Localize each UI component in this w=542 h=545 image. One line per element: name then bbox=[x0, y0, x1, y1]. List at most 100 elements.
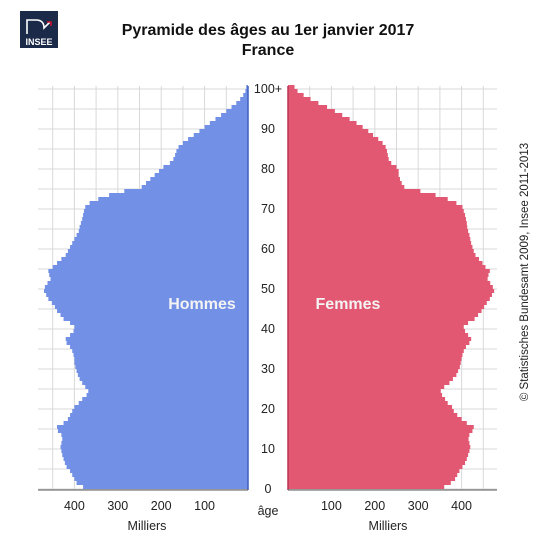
women-bar-age-38 bbox=[288, 333, 469, 337]
men-bar-age-18 bbox=[70, 413, 248, 417]
women-bar-age-14 bbox=[288, 429, 473, 433]
left-x-tick-label: 300 bbox=[107, 499, 128, 513]
left-x-tick-labels: 400 300 200 100 bbox=[64, 499, 215, 513]
women-bar-age-19 bbox=[288, 409, 454, 413]
chart-subtitle: France bbox=[242, 42, 295, 59]
men-bar-age-57 bbox=[61, 257, 248, 261]
women-bar-age-25 bbox=[288, 385, 445, 389]
men-bar-age-72 bbox=[98, 197, 249, 201]
women-bar-age-84 bbox=[288, 149, 387, 153]
insee-logo-mark bbox=[26, 19, 51, 34]
men-bar-age-29 bbox=[76, 369, 248, 373]
women-bar-age-66 bbox=[288, 221, 467, 225]
left-x-axis-label: Milliers bbox=[128, 519, 167, 533]
women-bar-age-56 bbox=[288, 261, 483, 265]
men-bar-age-46 bbox=[51, 301, 248, 305]
women-bar-age-44 bbox=[288, 309, 482, 313]
women-bar-age-23 bbox=[288, 393, 443, 397]
women-bar-age-24 bbox=[288, 389, 441, 393]
men-bar-age-14 bbox=[57, 429, 248, 433]
men-bar-age-50 bbox=[44, 285, 248, 289]
men-bar-age-83 bbox=[175, 153, 248, 157]
men-bar-age-31 bbox=[74, 361, 249, 365]
women-bar-age-92 bbox=[288, 117, 350, 121]
men-bar-age-47 bbox=[48, 297, 248, 301]
men-bar-age-13 bbox=[61, 433, 248, 437]
women-bar-age-34 bbox=[288, 349, 464, 353]
insee-logo: INSEE bbox=[20, 11, 58, 48]
women-bar-age-94 bbox=[288, 109, 335, 113]
left-x-tick-label: 200 bbox=[151, 499, 172, 513]
men-bar-age-17 bbox=[67, 417, 248, 421]
men-bar-age-99 bbox=[245, 89, 248, 93]
women-bar-age-41 bbox=[288, 321, 469, 325]
men-bar-age-67 bbox=[82, 217, 248, 221]
women-bar-age-29 bbox=[288, 369, 459, 373]
women-bar-age-13 bbox=[288, 433, 470, 437]
right-x-tick-label: 200 bbox=[364, 499, 385, 513]
women-bar-age-49 bbox=[288, 289, 495, 293]
women-bar-age-11 bbox=[288, 441, 470, 445]
men-bar-age-19 bbox=[72, 409, 248, 413]
age-tick-label: 60 bbox=[261, 242, 275, 256]
men-bar-age-80 bbox=[163, 165, 248, 169]
men-bar-age-28 bbox=[77, 373, 248, 377]
right-x-tick-label: 100 bbox=[321, 499, 342, 513]
men-bar-age-60 bbox=[70, 245, 248, 249]
men-bar-age-12 bbox=[62, 437, 248, 441]
women-bar-age-16 bbox=[288, 421, 467, 425]
women-bar-age-5 bbox=[288, 465, 463, 469]
men-bar-age-4 bbox=[70, 469, 248, 473]
age-tick-label: 40 bbox=[261, 322, 275, 336]
age-tick-label: 100+ bbox=[254, 82, 282, 96]
men-bars bbox=[44, 85, 249, 489]
men-bar-age-70 bbox=[85, 205, 248, 209]
men-bar-age-59 bbox=[67, 249, 248, 253]
men-bar-age-89 bbox=[199, 129, 248, 133]
men-bar-age-21 bbox=[78, 401, 249, 405]
men-bar-age-81 bbox=[169, 161, 248, 165]
men-bar-age-15 bbox=[57, 425, 248, 429]
women-bar-age-83 bbox=[288, 153, 388, 157]
women-bar-age-99 bbox=[288, 89, 298, 93]
women-bar-age-7 bbox=[288, 457, 467, 461]
age-tick-label: 90 bbox=[261, 122, 275, 136]
women-bar-age-54 bbox=[288, 269, 490, 273]
women-bar-age-81 bbox=[288, 161, 392, 165]
women-bar-age-88 bbox=[288, 133, 374, 137]
women-bar-age-42 bbox=[288, 317, 475, 321]
women-bar-age-26 bbox=[288, 381, 450, 385]
men-bar-age-30 bbox=[75, 365, 248, 369]
men-bar-age-38 bbox=[70, 333, 248, 337]
women-bar-age-69 bbox=[288, 209, 464, 213]
right-x-tick-label: 400 bbox=[451, 499, 472, 513]
women-bar-age-95 bbox=[288, 105, 328, 109]
women-bar-age-67 bbox=[288, 217, 466, 221]
women-bar-age-52 bbox=[288, 277, 488, 281]
women-bar-age-45 bbox=[288, 305, 485, 309]
women-bar-age-28 bbox=[288, 373, 457, 377]
women-bar-age-74 bbox=[288, 189, 421, 193]
men-bar-age-78 bbox=[154, 173, 248, 177]
women-bar-age-77 bbox=[288, 177, 400, 181]
men-bar-age-77 bbox=[150, 177, 248, 181]
women-bar-age-21 bbox=[288, 401, 448, 405]
men-bar-age-23 bbox=[86, 393, 248, 397]
men-bar-age-95 bbox=[231, 105, 248, 109]
men-series-label: Hommes bbox=[168, 296, 236, 313]
women-bar-age-58 bbox=[288, 253, 476, 257]
women-bar-age-89 bbox=[288, 129, 369, 133]
men-bar-age-84 bbox=[176, 149, 248, 153]
men-bar-age-98 bbox=[243, 93, 248, 97]
men-bar-age-62 bbox=[74, 237, 249, 241]
men-bar-age-87 bbox=[188, 137, 248, 141]
women-bar-age-3 bbox=[288, 473, 458, 477]
men-bar-age-63 bbox=[76, 233, 248, 237]
men-bar-age-74 bbox=[124, 189, 248, 193]
men-bar-age-7 bbox=[63, 457, 248, 461]
age-tick-label: 30 bbox=[261, 362, 275, 376]
men-bar-age-34 bbox=[72, 349, 248, 353]
women-bar-age-46 bbox=[288, 301, 487, 305]
women-bar-age-40 bbox=[288, 325, 464, 329]
men-bar-age-22 bbox=[82, 397, 248, 401]
